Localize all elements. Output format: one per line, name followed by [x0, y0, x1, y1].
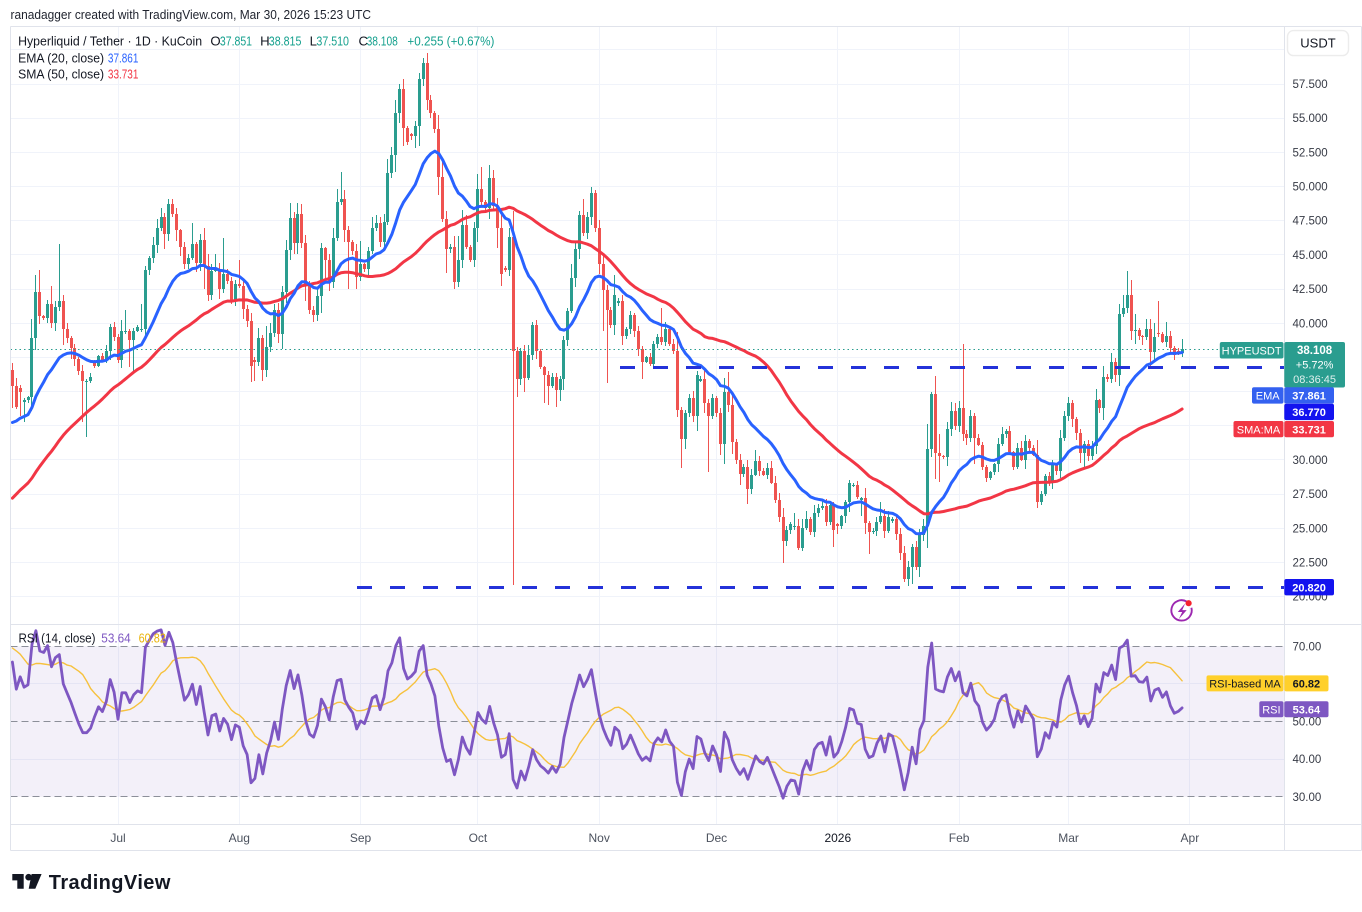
svg-text:40.000: 40.000	[1293, 318, 1328, 330]
svg-text:EMA: EMA	[1256, 391, 1281, 403]
svg-text:TradingView: TradingView	[49, 872, 171, 894]
svg-text:C: C	[359, 33, 369, 48]
svg-text:70.00: 70.00	[1293, 641, 1322, 653]
svg-text:HYPEUSDT: HYPEUSDT	[1222, 345, 1282, 357]
svg-text:20.820: 20.820	[1292, 582, 1326, 594]
svg-text:55.000: 55.000	[1293, 113, 1328, 125]
svg-text:Dec: Dec	[706, 831, 727, 845]
svg-text:47.500: 47.500	[1293, 216, 1328, 228]
svg-text:RSI: RSI	[1262, 704, 1280, 716]
svg-text:USDT: USDT	[1300, 36, 1335, 51]
svg-text:Hyperliquid / Tether · 1D · Ku: Hyperliquid / Tether · 1D · KuCoin	[18, 33, 202, 48]
svg-text:H: H	[260, 33, 270, 48]
svg-text:37.861: 37.861	[1292, 391, 1326, 403]
svg-text:57.500: 57.500	[1293, 79, 1328, 91]
svg-text:38.815: 38.815	[269, 33, 302, 48]
svg-text:L: L	[310, 33, 317, 48]
svg-text:08:36:45: 08:36:45	[1293, 374, 1336, 386]
svg-text:52.500: 52.500	[1293, 147, 1328, 159]
svg-text:+0.255 (+0.67%): +0.255 (+0.67%)	[407, 33, 494, 48]
svg-text:33.731: 33.731	[1292, 424, 1326, 436]
svg-text:Jul: Jul	[110, 831, 125, 845]
svg-text:2026: 2026	[824, 831, 851, 845]
svg-text:Feb: Feb	[949, 831, 970, 845]
svg-text:Mar: Mar	[1058, 831, 1079, 845]
svg-text:30.00: 30.00	[1293, 792, 1322, 804]
svg-text:Oct: Oct	[469, 831, 488, 845]
svg-text:Nov: Nov	[589, 831, 610, 845]
svg-text:50.00: 50.00	[1293, 717, 1322, 729]
svg-text:53.64: 53.64	[101, 631, 130, 645]
svg-text:37.851: 37.851	[220, 33, 252, 48]
svg-text:30.000: 30.000	[1293, 455, 1328, 467]
svg-text:37.861: 37.861	[108, 51, 139, 65]
svg-text:40.00: 40.00	[1293, 754, 1322, 766]
svg-text:42.500: 42.500	[1293, 284, 1328, 296]
svg-text:38.108: 38.108	[367, 33, 398, 48]
svg-text:53.64: 53.64	[1293, 704, 1321, 716]
svg-text:33.731: 33.731	[108, 68, 139, 82]
svg-text:RSI (14, close): RSI (14, close)	[19, 631, 96, 645]
svg-text:Aug: Aug	[229, 831, 250, 845]
svg-text:25.000: 25.000	[1293, 523, 1328, 535]
svg-text:36.770: 36.770	[1292, 407, 1326, 419]
svg-text:SMA (50, close): SMA (50, close)	[18, 68, 104, 82]
svg-text:38.108: 38.108	[1297, 345, 1333, 357]
svg-text:60.82: 60.82	[139, 631, 166, 645]
svg-text:Sep: Sep	[350, 831, 372, 845]
svg-text:22.500: 22.500	[1293, 558, 1328, 570]
svg-text:50.000: 50.000	[1293, 182, 1328, 194]
svg-text:SMA:MA: SMA:MA	[1237, 424, 1281, 436]
svg-text:60.82: 60.82	[1293, 679, 1321, 691]
svg-text:45.000: 45.000	[1293, 250, 1328, 262]
svg-text:ranadagger created with Tradin: ranadagger created with TradingView.com,…	[11, 8, 372, 22]
svg-text:RSI-based MA: RSI-based MA	[1209, 679, 1281, 691]
svg-text:O: O	[210, 33, 220, 48]
svg-text:27.500: 27.500	[1293, 489, 1328, 501]
svg-text:Apr: Apr	[1181, 831, 1200, 845]
svg-text:+5.72%: +5.72%	[1296, 360, 1334, 372]
svg-text:EMA (20, close): EMA (20, close)	[18, 51, 104, 65]
svg-text:37.510: 37.510	[316, 33, 349, 48]
